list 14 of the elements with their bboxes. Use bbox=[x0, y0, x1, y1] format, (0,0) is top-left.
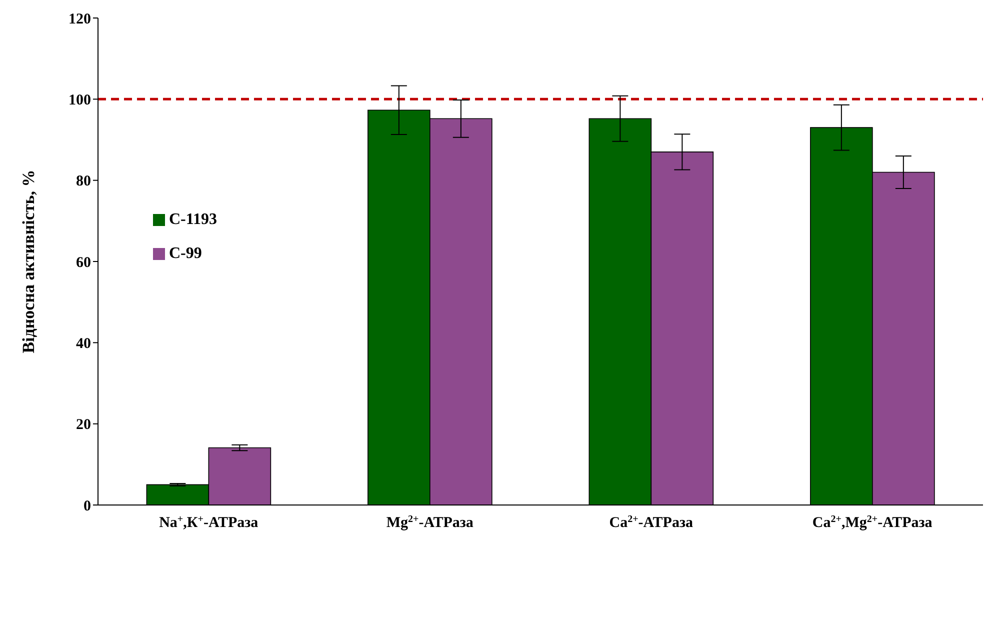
y-tick-label: 120 bbox=[68, 11, 91, 28]
y-tick-label: 100 bbox=[68, 92, 91, 108]
y-tick-label: 60 bbox=[76, 254, 91, 271]
legend-label: С-99 bbox=[169, 245, 202, 262]
y-tick-label: 20 bbox=[76, 417, 91, 434]
y-tick-label: 40 bbox=[76, 336, 91, 352]
y-tick-label: 0 bbox=[84, 498, 91, 514]
x-tick-label: Ca$^{2+}$-АТРаза bbox=[609, 514, 694, 531]
x-tick-label: Na$^{+}$,К$^{+}$-АТРаза bbox=[159, 514, 259, 531]
legend-label: С-1193 bbox=[169, 211, 217, 228]
x-tick-label: Mg$^{2+}$-АТРаза bbox=[386, 514, 474, 531]
x-tick-label: Ca$^{2+}$,Mg$^{2+}$-АТРаза bbox=[812, 514, 933, 531]
y-tick-label: 80 bbox=[76, 174, 91, 190]
y-axis-title: Відносна активність, % bbox=[19, 170, 38, 354]
